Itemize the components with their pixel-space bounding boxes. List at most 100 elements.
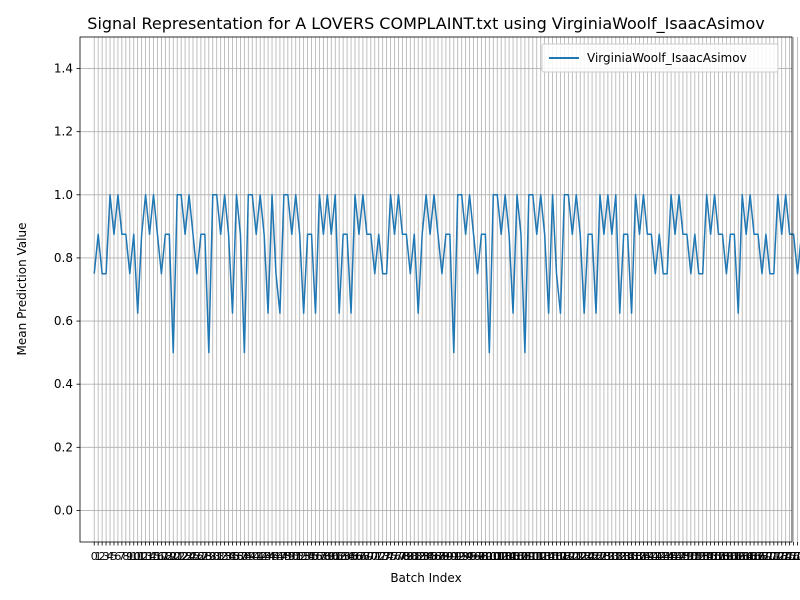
x-tick-label: 120 xyxy=(558,550,579,563)
x-tick-label: 48 xyxy=(277,550,291,563)
x-tick-label: 173 xyxy=(767,550,788,563)
x-tick-label: 176 xyxy=(779,550,800,563)
x-tick-label: 100 xyxy=(479,550,500,563)
x-tick-label: 39 xyxy=(241,550,255,563)
x-tick-label: 106 xyxy=(503,550,524,563)
x-tick-label: 37 xyxy=(233,550,247,563)
x-tick-label: 10 xyxy=(127,550,141,563)
x-tick-label: 129 xyxy=(593,550,614,563)
x-tick-label: 156 xyxy=(700,550,721,563)
x-tick-label: 56 xyxy=(308,550,322,563)
x-tick-label: 92 xyxy=(451,550,465,563)
plot-frame xyxy=(79,36,793,543)
x-tick-label: 55 xyxy=(305,550,319,563)
x-tick-label: 70 xyxy=(364,550,378,563)
x-tick-label: 25 xyxy=(186,550,200,563)
x-tick-label: 152 xyxy=(684,550,705,563)
x-tick-label: 31 xyxy=(210,550,224,563)
x-tick-label: 17 xyxy=(154,550,168,563)
x-tick-label: 13 xyxy=(139,550,153,563)
legend-box xyxy=(541,43,779,73)
x-tick-label: 96 xyxy=(467,550,481,563)
y-tick-label: 0.4 xyxy=(54,377,73,391)
x-tick-label: 21 xyxy=(170,550,184,563)
x-tick-label: 97 xyxy=(470,550,484,563)
x-tick-label: 7 xyxy=(118,550,125,563)
x-tick-label: 179 xyxy=(791,550,800,563)
x-tick-label: 136 xyxy=(621,550,642,563)
x-tick-label: 102 xyxy=(487,550,508,563)
y-tick-label: 1.2 xyxy=(54,125,73,139)
x-tick-label: 113 xyxy=(530,550,551,563)
x-tick-label: 29 xyxy=(202,550,216,563)
y-axis-label: Mean Prediction Value xyxy=(15,223,29,356)
x-tick-label: 166 xyxy=(740,550,761,563)
x-tick-label: 53 xyxy=(297,550,311,563)
x-tick-label: 20 xyxy=(166,550,180,563)
x-tick-label: 107 xyxy=(506,550,527,563)
x-tick-label: 64 xyxy=(340,550,354,563)
x-tick-label: 143 xyxy=(649,550,670,563)
x-tick-label: 71 xyxy=(368,550,382,563)
x-tick-label: 15 xyxy=(146,550,160,563)
x-tick-label: 47 xyxy=(273,550,287,563)
x-tick-label: 1 xyxy=(95,550,102,563)
x-tick-label: 60 xyxy=(324,550,338,563)
x-tick-label: 58 xyxy=(316,550,330,563)
x-tick-label: 23 xyxy=(178,550,192,563)
x-tick-label: 24 xyxy=(182,550,196,563)
x-tick-label: 135 xyxy=(617,550,638,563)
x-tick-label: 180 xyxy=(795,550,800,563)
x-tick-label: 161 xyxy=(720,550,741,563)
x-tick-label: 9 xyxy=(126,550,133,563)
x-tick-label: 115 xyxy=(538,550,559,563)
x-tick-label: 0 xyxy=(91,550,98,563)
y-axis-ticks: 0.0 0.2 0.4 0.6 0.8 1.0 1.2 1.4 xyxy=(54,62,80,517)
x-tick-label: 87 xyxy=(431,550,445,563)
x-tick-label: 169 xyxy=(751,550,772,563)
x-tick-label: 118 xyxy=(550,550,571,563)
x-axis-label: Batch Index xyxy=(390,571,461,585)
grid-layer xyxy=(80,37,798,542)
x-tick-label: 125 xyxy=(578,550,599,563)
x-tick-label: 77 xyxy=(391,550,405,563)
x-tick-label: 4 xyxy=(107,550,114,563)
x-tick-label: 128 xyxy=(589,550,610,563)
x-tick-label: 42 xyxy=(253,550,267,563)
y-tick-label: 0.2 xyxy=(54,440,73,454)
x-tick-label: 94 xyxy=(459,550,473,563)
x-tick-label: 93 xyxy=(455,550,469,563)
x-tick-label: 154 xyxy=(692,550,713,563)
x-tick-label: 124 xyxy=(574,550,595,563)
x-tick-label: 41 xyxy=(249,550,263,563)
legend: VirginiaWoolf_IsaacAsimov xyxy=(541,43,779,73)
x-tick-label: 105 xyxy=(499,550,520,563)
y-tick-label: 1.4 xyxy=(54,62,73,76)
x-axis-ticks: 0123456789101112131415161718192021222324… xyxy=(91,542,800,563)
x-tick-label: 131 xyxy=(601,550,622,563)
x-tick-label: 86 xyxy=(427,550,441,563)
x-tick-label: 149 xyxy=(672,550,693,563)
x-tick-label: 110 xyxy=(518,550,539,563)
x-tick-label: 130 xyxy=(597,550,618,563)
x-tick-label: 158 xyxy=(708,550,729,563)
x-tick-label: 73 xyxy=(376,550,390,563)
x-tick-label: 59 xyxy=(320,550,334,563)
x-tick-label: 162 xyxy=(724,550,745,563)
x-tick-label: 34 xyxy=(222,550,236,563)
x-tick-label: 132 xyxy=(605,550,626,563)
x-tick-label: 165 xyxy=(736,550,757,563)
x-tick-label: 123 xyxy=(570,550,591,563)
x-tick-label: 126 xyxy=(582,550,603,563)
x-tick-label: 75 xyxy=(384,550,398,563)
x-tick-label: 167 xyxy=(744,550,765,563)
x-tick-label: 16 xyxy=(150,550,164,563)
x-tick-label: 151 xyxy=(680,550,701,563)
x-tick-label: 28 xyxy=(198,550,212,563)
x-tick-label: 2 xyxy=(99,550,106,563)
x-tick-label: 36 xyxy=(229,550,243,563)
x-tick-label: 111 xyxy=(522,550,543,563)
x-tick-label: 119 xyxy=(554,550,575,563)
x-tick-label: 30 xyxy=(206,550,220,563)
x-tick-label: 22 xyxy=(174,550,188,563)
